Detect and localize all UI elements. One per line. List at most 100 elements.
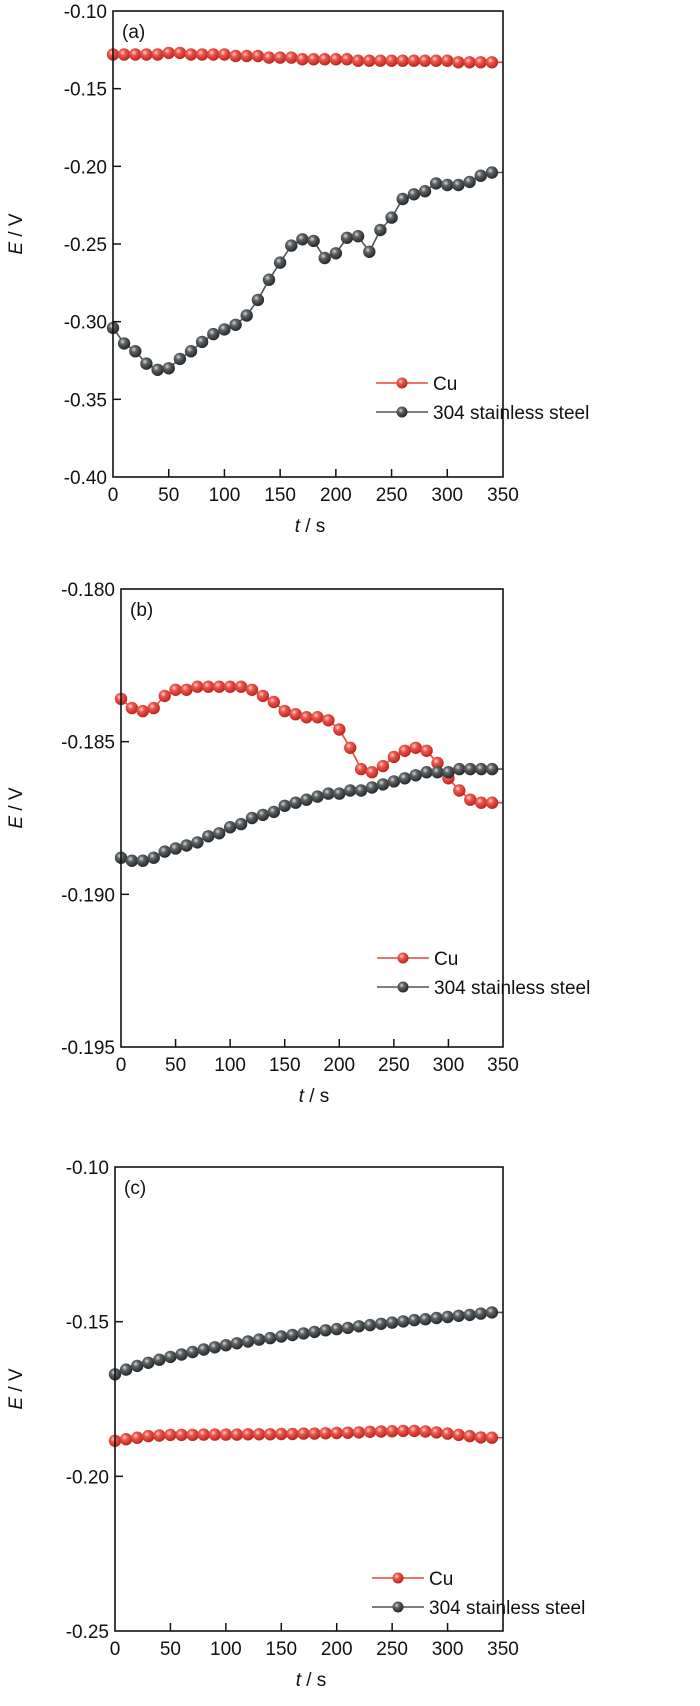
y-axis-title: E / V [6, 213, 27, 255]
data-point [219, 1428, 233, 1441]
data-point [129, 48, 142, 61]
y-tick-label: -0.30 [64, 313, 107, 334]
data-point [147, 851, 160, 864]
data-point [374, 54, 387, 67]
y-tick-label: -0.195 [61, 1038, 115, 1059]
data-point [207, 48, 220, 61]
data-point [485, 762, 499, 776]
data-point [374, 223, 387, 237]
data-point [275, 1427, 288, 1441]
data-point [241, 1428, 255, 1441]
data-point [251, 293, 265, 307]
data-point [363, 54, 376, 67]
legend-item-304-stainless-steel: 304 stainless steel [376, 403, 589, 424]
data-point [151, 48, 164, 61]
x-tick-label: 250 [376, 485, 408, 506]
data-point [441, 54, 454, 67]
data-point [256, 808, 270, 822]
data-point [311, 711, 324, 724]
data-point [186, 1428, 199, 1442]
data-point [318, 251, 331, 265]
legend-label: 304 stainless steel [429, 1598, 585, 1619]
y-tick-label: -0.35 [64, 390, 107, 411]
legend-label: Cu [434, 949, 458, 970]
data-point [262, 51, 276, 64]
legend-item-304-stainless-steel: 304 stainless steel [377, 978, 590, 999]
series-layer [106, 46, 503, 376]
data-point [286, 1328, 299, 1342]
data-point [218, 323, 231, 336]
data-point [213, 680, 226, 693]
data-point [117, 337, 131, 350]
legend-marker [397, 952, 409, 964]
data-point [463, 56, 476, 69]
x-tick-label: 150 [269, 1055, 301, 1076]
x-tick-label: 0 [116, 1055, 127, 1076]
data-point [125, 854, 139, 867]
data-point [275, 1330, 288, 1343]
data-point [429, 177, 443, 190]
data-point [464, 793, 477, 806]
data-point [319, 1324, 332, 1337]
data-point [452, 1309, 465, 1323]
data-point [208, 1341, 221, 1354]
x-tick-label: 350 [487, 1055, 519, 1076]
series-layer [108, 1306, 503, 1448]
x-axis-title: t / s [295, 516, 326, 537]
data-point [485, 56, 499, 69]
data-point [463, 175, 476, 189]
data-point [441, 1427, 454, 1440]
data-point [352, 1426, 366, 1439]
data-point [267, 695, 280, 709]
data-point [136, 704, 149, 718]
data-point [173, 46, 187, 60]
data-point [430, 1426, 443, 1439]
data-point [453, 784, 466, 797]
x-tick-label: 50 [158, 485, 179, 506]
data-point [195, 335, 209, 349]
data-point [464, 762, 477, 776]
data-point [474, 1307, 487, 1320]
data-point [296, 233, 309, 246]
data-point [398, 744, 411, 757]
x-tick-label: 300 [432, 1639, 464, 1660]
data-point [311, 790, 324, 803]
data-point [285, 239, 298, 252]
data-point [387, 750, 401, 764]
data-point [453, 762, 466, 776]
data-point [452, 178, 465, 192]
series-cu [106, 46, 503, 69]
x-tick-label: 0 [110, 1639, 121, 1660]
data-point [475, 796, 488, 809]
data-point [396, 192, 409, 206]
x-tick-label: 150 [264, 485, 296, 506]
data-point [164, 1428, 177, 1442]
x-tick-label: 350 [487, 1639, 519, 1660]
series-cu [108, 1424, 503, 1448]
data-point [297, 1327, 310, 1340]
data-point [485, 1431, 499, 1444]
data-point [119, 1433, 133, 1446]
data-point [396, 54, 409, 67]
data-point [158, 689, 171, 703]
data-point [420, 766, 433, 779]
data-point [162, 362, 175, 375]
data-point [197, 1343, 210, 1356]
data-point [351, 230, 365, 243]
data-point [256, 689, 270, 703]
data-point [240, 309, 253, 322]
y-tick-label: -0.15 [64, 80, 107, 101]
data-point [418, 185, 432, 198]
data-point [308, 1325, 321, 1339]
y-tick-label: -0.10 [66, 1158, 109, 1179]
data-point [322, 787, 335, 800]
data-point [354, 784, 368, 797]
x-tick-label: 300 [431, 485, 463, 506]
data-point [251, 49, 265, 63]
data-point [318, 53, 331, 66]
data-point [340, 231, 354, 244]
panel-a: 0 50 100 150 200 250 300 350 -0.40 -0.35 -0.30 -0.2… [6, 2, 589, 537]
legend-label: 304 stainless steel [433, 403, 589, 424]
legend: Cu 304 stainless steel [376, 374, 589, 424]
data-point [300, 793, 313, 806]
